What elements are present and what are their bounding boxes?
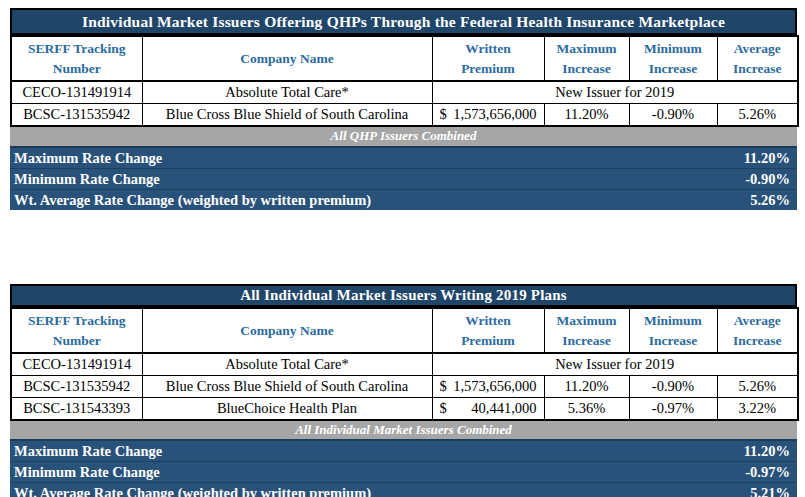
col-header-max-increase: Maximum Increase bbox=[544, 36, 629, 81]
table-row: BCSC-131535942 Blue Cross Blue Shield of… bbox=[11, 376, 798, 398]
col-header-min-increase: Minimum Increase bbox=[629, 308, 717, 353]
serff-cell: BCSC-131535942 bbox=[11, 376, 142, 398]
table-row: CECO-131491914 Absolute Total Care* New … bbox=[11, 81, 798, 104]
min-increase-cell: -0.90% bbox=[629, 376, 717, 398]
col-header-min-increase: Minimum Increase bbox=[629, 36, 717, 81]
serff-cell: BCSC-131543393 bbox=[11, 398, 142, 421]
all-issuers-table: All Individual Market Issuers Writing 20… bbox=[10, 284, 797, 497]
currency-symbol: $ bbox=[440, 378, 447, 395]
col-header-avg-line2: Increase bbox=[718, 59, 798, 79]
col-header-premium-line2: Premium bbox=[433, 59, 544, 79]
avg-increase-cell: 3.22% bbox=[717, 398, 798, 421]
serff-cell: CECO-131491914 bbox=[11, 353, 142, 376]
summary-value: -0.97% bbox=[745, 464, 790, 481]
col-header-avg-line2: Increase bbox=[718, 331, 798, 351]
summary-value: -0.90% bbox=[745, 171, 790, 188]
col-header-avg-line1: Average bbox=[718, 39, 798, 59]
max-increase-cell: 5.36% bbox=[544, 398, 629, 421]
col-header-max-line1: Maximum bbox=[545, 311, 629, 331]
col-header-max-line2: Increase bbox=[545, 331, 629, 351]
col-header-avg-line1: Average bbox=[718, 311, 798, 331]
report-page: Individual Market Issuers Offering QHPs … bbox=[10, 8, 797, 497]
company-cell: Blue Cross Blue Shield of South Carolina bbox=[142, 376, 432, 398]
col-header-serff-line2: Number bbox=[12, 331, 142, 351]
col-header-max-line1: Maximum bbox=[545, 39, 629, 59]
tables-gap bbox=[10, 210, 797, 284]
currency-symbol: $ bbox=[440, 106, 447, 123]
serff-cell: BCSC-131535942 bbox=[11, 104, 142, 127]
summary-row-wt-avg-rate: Wt. Average Rate Change (weighted by wri… bbox=[10, 482, 797, 497]
col-header-serff-line2: Number bbox=[12, 59, 142, 79]
written-premium-cell: $ 1,573,656,000 bbox=[432, 376, 544, 398]
all-issuers-combined-band: All Individual Market Issuers Combined bbox=[10, 421, 797, 439]
col-header-company: Company Name bbox=[142, 36, 432, 81]
summary-row-max-rate: Maximum Rate Change 11.20% bbox=[10, 441, 797, 461]
serff-cell: CECO-131491914 bbox=[11, 81, 142, 104]
currency-symbol: $ bbox=[440, 400, 447, 417]
col-header-serff-line1: SERFF Tracking bbox=[12, 311, 142, 331]
col-header-min-line2: Increase bbox=[630, 59, 717, 79]
col-header-premium-line2: Premium bbox=[433, 331, 544, 351]
summary-value: 5.26% bbox=[750, 192, 790, 209]
table-row: BCSC-131543393 BlueChoice Health Plan $ … bbox=[11, 398, 798, 421]
col-header-company: Company Name bbox=[142, 308, 432, 353]
col-header-serff: SERFF Tracking Number bbox=[11, 308, 142, 353]
qhp-table-title: Individual Market Issuers Offering QHPs … bbox=[10, 8, 797, 35]
col-header-serff: SERFF Tracking Number bbox=[11, 36, 142, 81]
col-header-avg-increase: Average Increase bbox=[717, 36, 798, 81]
summary-label: Maximum Rate Change bbox=[14, 150, 162, 167]
company-cell: Absolute Total Care* bbox=[142, 81, 432, 104]
summary-value: 11.20% bbox=[744, 150, 790, 167]
col-header-serff-line1: SERFF Tracking bbox=[12, 39, 142, 59]
new-issuer-note-cell: New Issuer for 2019 bbox=[432, 353, 798, 376]
summary-row-wt-avg-rate: Wt. Average Rate Change (weighted by wri… bbox=[10, 189, 797, 210]
written-premium-cell: $ 1,573,656,000 bbox=[432, 104, 544, 127]
summary-value: 5.21% bbox=[750, 485, 790, 497]
new-issuer-note-cell: New Issuer for 2019 bbox=[432, 81, 798, 104]
qhp-header-row: SERFF Tracking Number Company Name Writt… bbox=[11, 36, 798, 81]
qhp-summary-block: Maximum Rate Change 11.20% Minimum Rate … bbox=[10, 146, 797, 210]
summary-value: 11.20% bbox=[744, 443, 790, 460]
col-header-max-line2: Increase bbox=[545, 59, 629, 79]
table-row: BCSC-131535942 Blue Cross Blue Shield of… bbox=[11, 104, 798, 127]
max-increase-cell: 11.20% bbox=[544, 376, 629, 398]
all-issuers-summary-block: Maximum Rate Change 11.20% Minimum Rate … bbox=[10, 439, 797, 497]
col-header-min-line2: Increase bbox=[630, 331, 717, 351]
summary-row-max-rate: Maximum Rate Change 11.20% bbox=[10, 148, 797, 168]
premium-amount: 1,573,656,000 bbox=[453, 378, 536, 395]
col-header-premium: Written Premium bbox=[432, 308, 544, 353]
premium-amount: 1,573,656,000 bbox=[453, 106, 536, 123]
table-row: CECO-131491914 Absolute Total Care* New … bbox=[11, 353, 798, 376]
all-issuers-header-row: SERFF Tracking Number Company Name Writt… bbox=[11, 308, 798, 353]
premium-amount: 40,441,000 bbox=[471, 400, 536, 417]
qhp-data-grid: SERFF Tracking Number Company Name Writt… bbox=[10, 35, 799, 127]
summary-label: Maximum Rate Change bbox=[14, 443, 162, 460]
written-premium-cell: $ 40,441,000 bbox=[432, 398, 544, 421]
summary-label: Minimum Rate Change bbox=[14, 171, 160, 188]
all-issuers-data-grid: SERFF Tracking Number Company Name Writt… bbox=[10, 307, 799, 421]
company-cell: BlueChoice Health Plan bbox=[142, 398, 432, 421]
summary-label: Wt. Average Rate Change (weighted by wri… bbox=[14, 485, 371, 497]
col-header-min-line1: Minimum bbox=[630, 311, 717, 331]
company-cell: Blue Cross Blue Shield of South Carolina bbox=[142, 104, 432, 127]
company-cell: Absolute Total Care* bbox=[142, 353, 432, 376]
col-header-premium-line1: Written bbox=[433, 311, 544, 331]
col-header-max-increase: Maximum Increase bbox=[544, 308, 629, 353]
summary-label: Minimum Rate Change bbox=[14, 464, 160, 481]
summary-row-min-rate: Minimum Rate Change -0.90% bbox=[10, 168, 797, 189]
min-increase-cell: -0.97% bbox=[629, 398, 717, 421]
col-header-premium: Written Premium bbox=[432, 36, 544, 81]
max-increase-cell: 11.20% bbox=[544, 104, 629, 127]
col-header-avg-increase: Average Increase bbox=[717, 308, 798, 353]
qhp-issuers-table: Individual Market Issuers Offering QHPs … bbox=[10, 8, 797, 210]
avg-increase-cell: 5.26% bbox=[717, 104, 798, 127]
col-header-premium-line1: Written bbox=[433, 39, 544, 59]
qhp-combined-band: All QHP Issuers Combined bbox=[10, 127, 797, 146]
avg-increase-cell: 5.26% bbox=[717, 376, 798, 398]
min-increase-cell: -0.90% bbox=[629, 104, 717, 127]
col-header-min-line1: Minimum bbox=[630, 39, 717, 59]
summary-row-min-rate: Minimum Rate Change -0.97% bbox=[10, 461, 797, 482]
all-issuers-table-title: All Individual Market Issuers Writing 20… bbox=[10, 284, 797, 307]
summary-label: Wt. Average Rate Change (weighted by wri… bbox=[14, 192, 371, 209]
